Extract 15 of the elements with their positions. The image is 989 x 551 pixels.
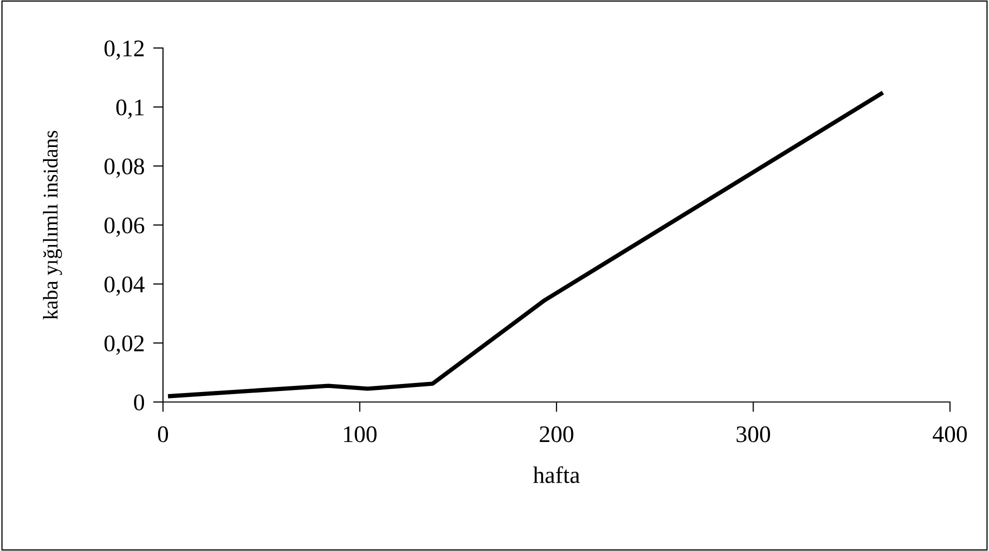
y-tick-label: 0,08 — [104, 158, 144, 178]
y-tick-label: 0,04 — [104, 276, 145, 296]
line-series — [168, 92, 884, 398]
x-tick-label: 300 — [736, 426, 770, 442]
x-tick-label: 400 — [932, 426, 967, 442]
x-tick-label: 100 — [344, 426, 377, 442]
y-tick-label: 0,02 — [104, 335, 144, 355]
y-tick-label: 0,12 — [104, 40, 144, 60]
x-tick-label: 200 — [540, 426, 574, 442]
x-tick-label: 0 — [158, 426, 168, 442]
y-tick-label: 0,06 — [104, 217, 144, 237]
y-tick-label: 0 — [134, 394, 144, 410]
y-tick-label: 0,1 — [116, 99, 144, 119]
x-axis-title: hafta — [533, 466, 580, 484]
y-axis-title: kaba yığılımlı insidans — [43, 130, 62, 320]
